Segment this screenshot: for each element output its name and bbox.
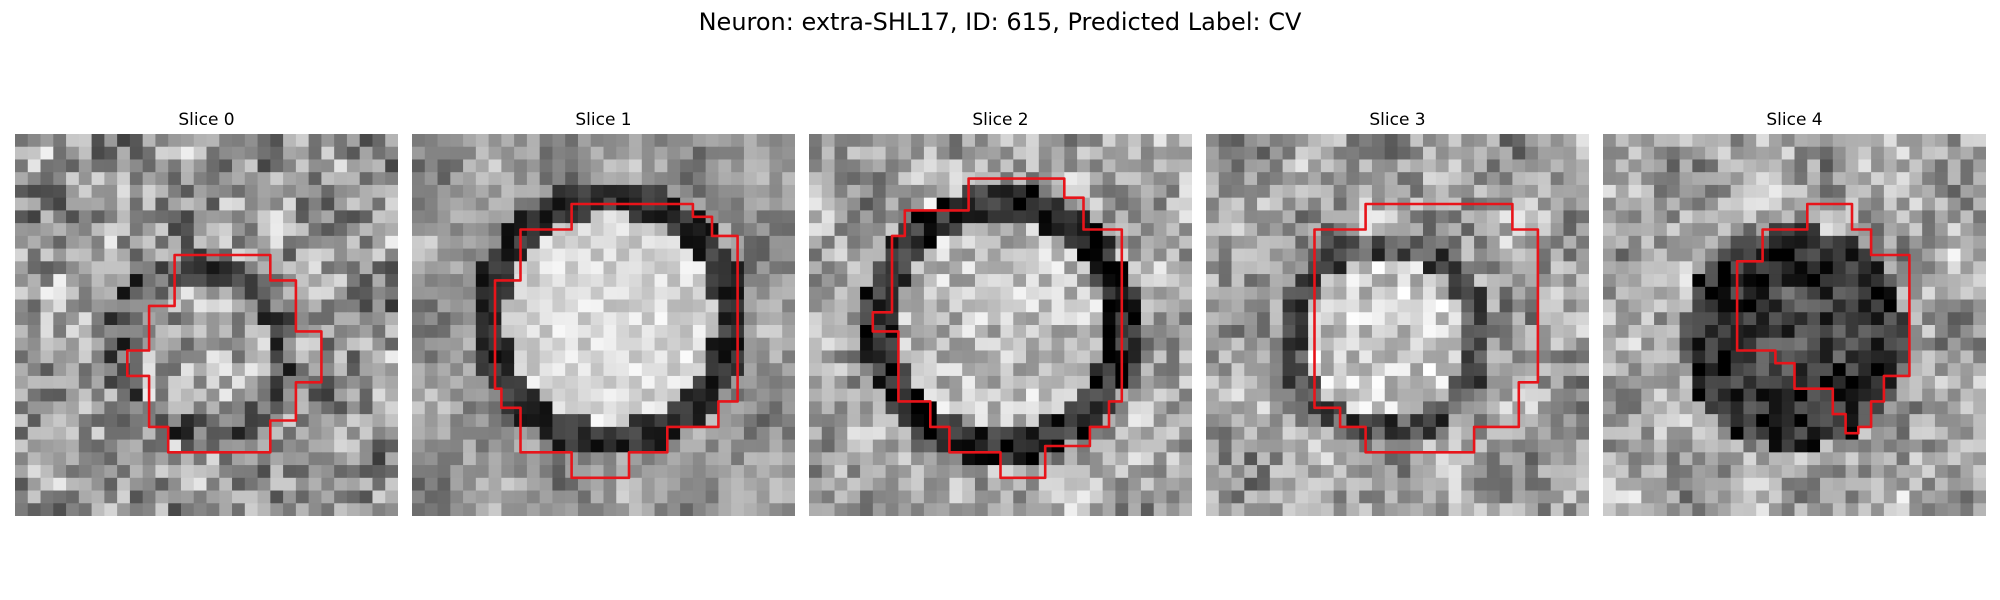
segmentation-contour <box>871 177 1124 480</box>
slice-title-3: Slice 3 <box>1369 110 1426 130</box>
slice-panel-1: Slice 1 <box>412 108 795 516</box>
slice-panel-2: Slice 2 <box>809 108 1192 516</box>
slice-image-0 <box>15 134 398 516</box>
slice-panel-0: Slice 0 <box>15 108 398 516</box>
slice-image-4 <box>1603 134 1986 516</box>
slice-panel-3: Slice 3 <box>1206 108 1589 516</box>
segmentation-contour <box>1313 202 1540 454</box>
slice-image-2 <box>809 134 1192 516</box>
slice-image-3 <box>1206 134 1589 516</box>
slice-image-1 <box>412 134 795 516</box>
segmentation-contour <box>493 202 739 480</box>
figure-title: Neuron: extra-SHL17, ID: 615, Predicted … <box>698 8 1302 36</box>
segmentation-contour <box>126 253 323 454</box>
slice-title-4: Slice 4 <box>1766 110 1823 130</box>
slice-title-2: Slice 2 <box>972 110 1029 130</box>
slice-title-1: Slice 1 <box>575 110 632 130</box>
slice-panel-4: Slice 4 <box>1603 108 1986 516</box>
slice-title-0: Slice 0 <box>178 110 235 130</box>
segmentation-contour <box>1735 202 1911 435</box>
